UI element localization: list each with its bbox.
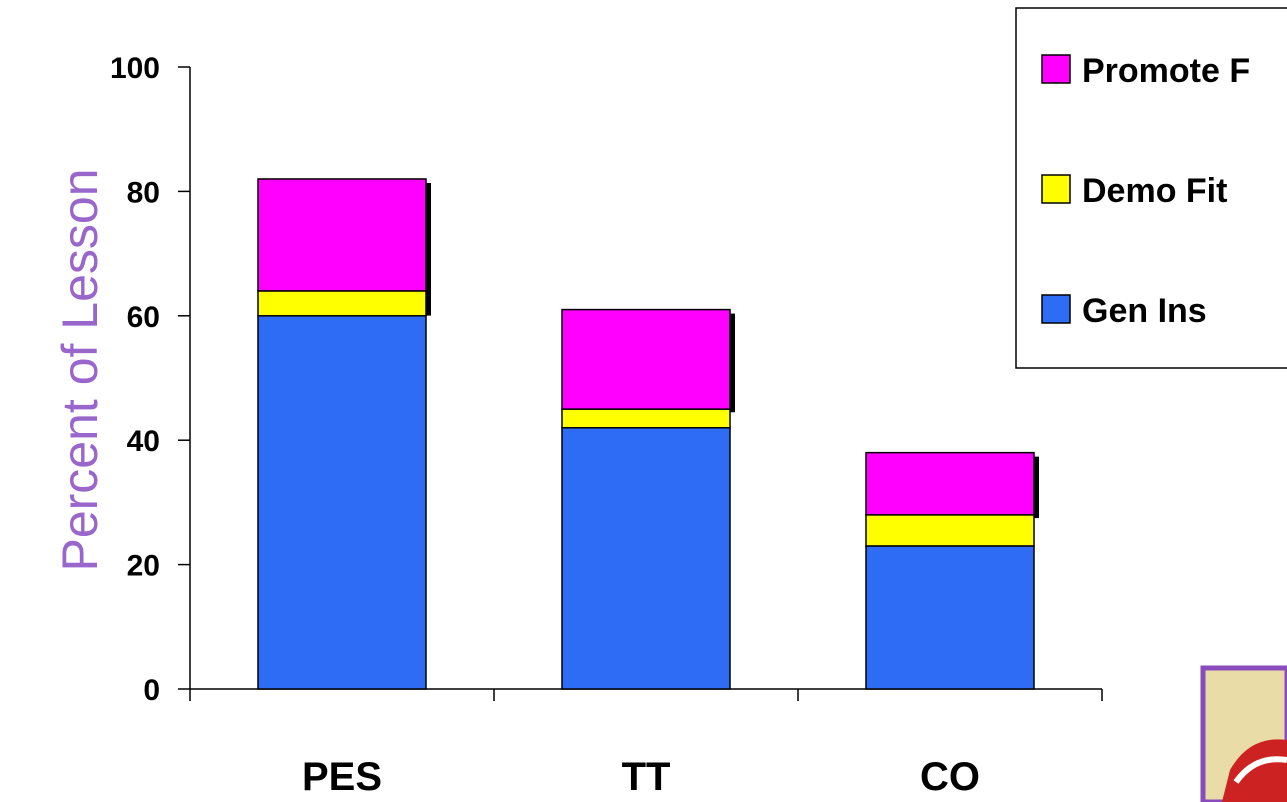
legend-label: Promote F <box>1082 52 1250 90</box>
bar-gen-ins-pes <box>257 315 427 690</box>
y-tick-label: 40 <box>127 425 160 458</box>
y-tick-label: 60 <box>127 301 160 334</box>
y-tick-label: 100 <box>110 52 160 85</box>
bar-shadow-edge <box>1034 456 1039 519</box>
legend-swatch <box>1041 54 1071 84</box>
legend: Promote F Demo Fit Gen Ins <box>1015 7 1287 369</box>
bar-demo-fit-tt <box>561 408 731 429</box>
legend-swatch <box>1041 294 1071 324</box>
x-category-label: TT <box>622 755 671 799</box>
bar-demo-fit-co <box>865 514 1035 547</box>
bar-promote-f-pes <box>257 178 427 292</box>
plot-area: 0 20 40 60 80 100 PES TT CO <box>110 52 1103 799</box>
y-tick-label: 0 <box>143 674 160 707</box>
bar-promote-f-co <box>865 451 1035 516</box>
bar-shadow-edge <box>426 182 431 316</box>
bar-gen-ins-tt <box>561 427 731 690</box>
bar-promote-f-tt <box>561 308 731 410</box>
y-axis-label: Percent of Lesson <box>52 168 108 571</box>
bar-gen-ins-co <box>865 545 1035 690</box>
logo-fragment <box>1200 665 1287 802</box>
bar-shadow-edge <box>730 313 735 413</box>
legend-label: Demo Fit <box>1082 172 1227 210</box>
x-category-label: CO <box>920 755 980 799</box>
legend-label: Gen Ins <box>1082 292 1207 330</box>
y-tick-label: 80 <box>127 176 160 209</box>
x-category-label: PES <box>302 755 382 799</box>
y-tick-label: 20 <box>127 550 160 583</box>
legend-swatch <box>1041 174 1071 204</box>
bar-demo-fit-pes <box>257 290 427 317</box>
